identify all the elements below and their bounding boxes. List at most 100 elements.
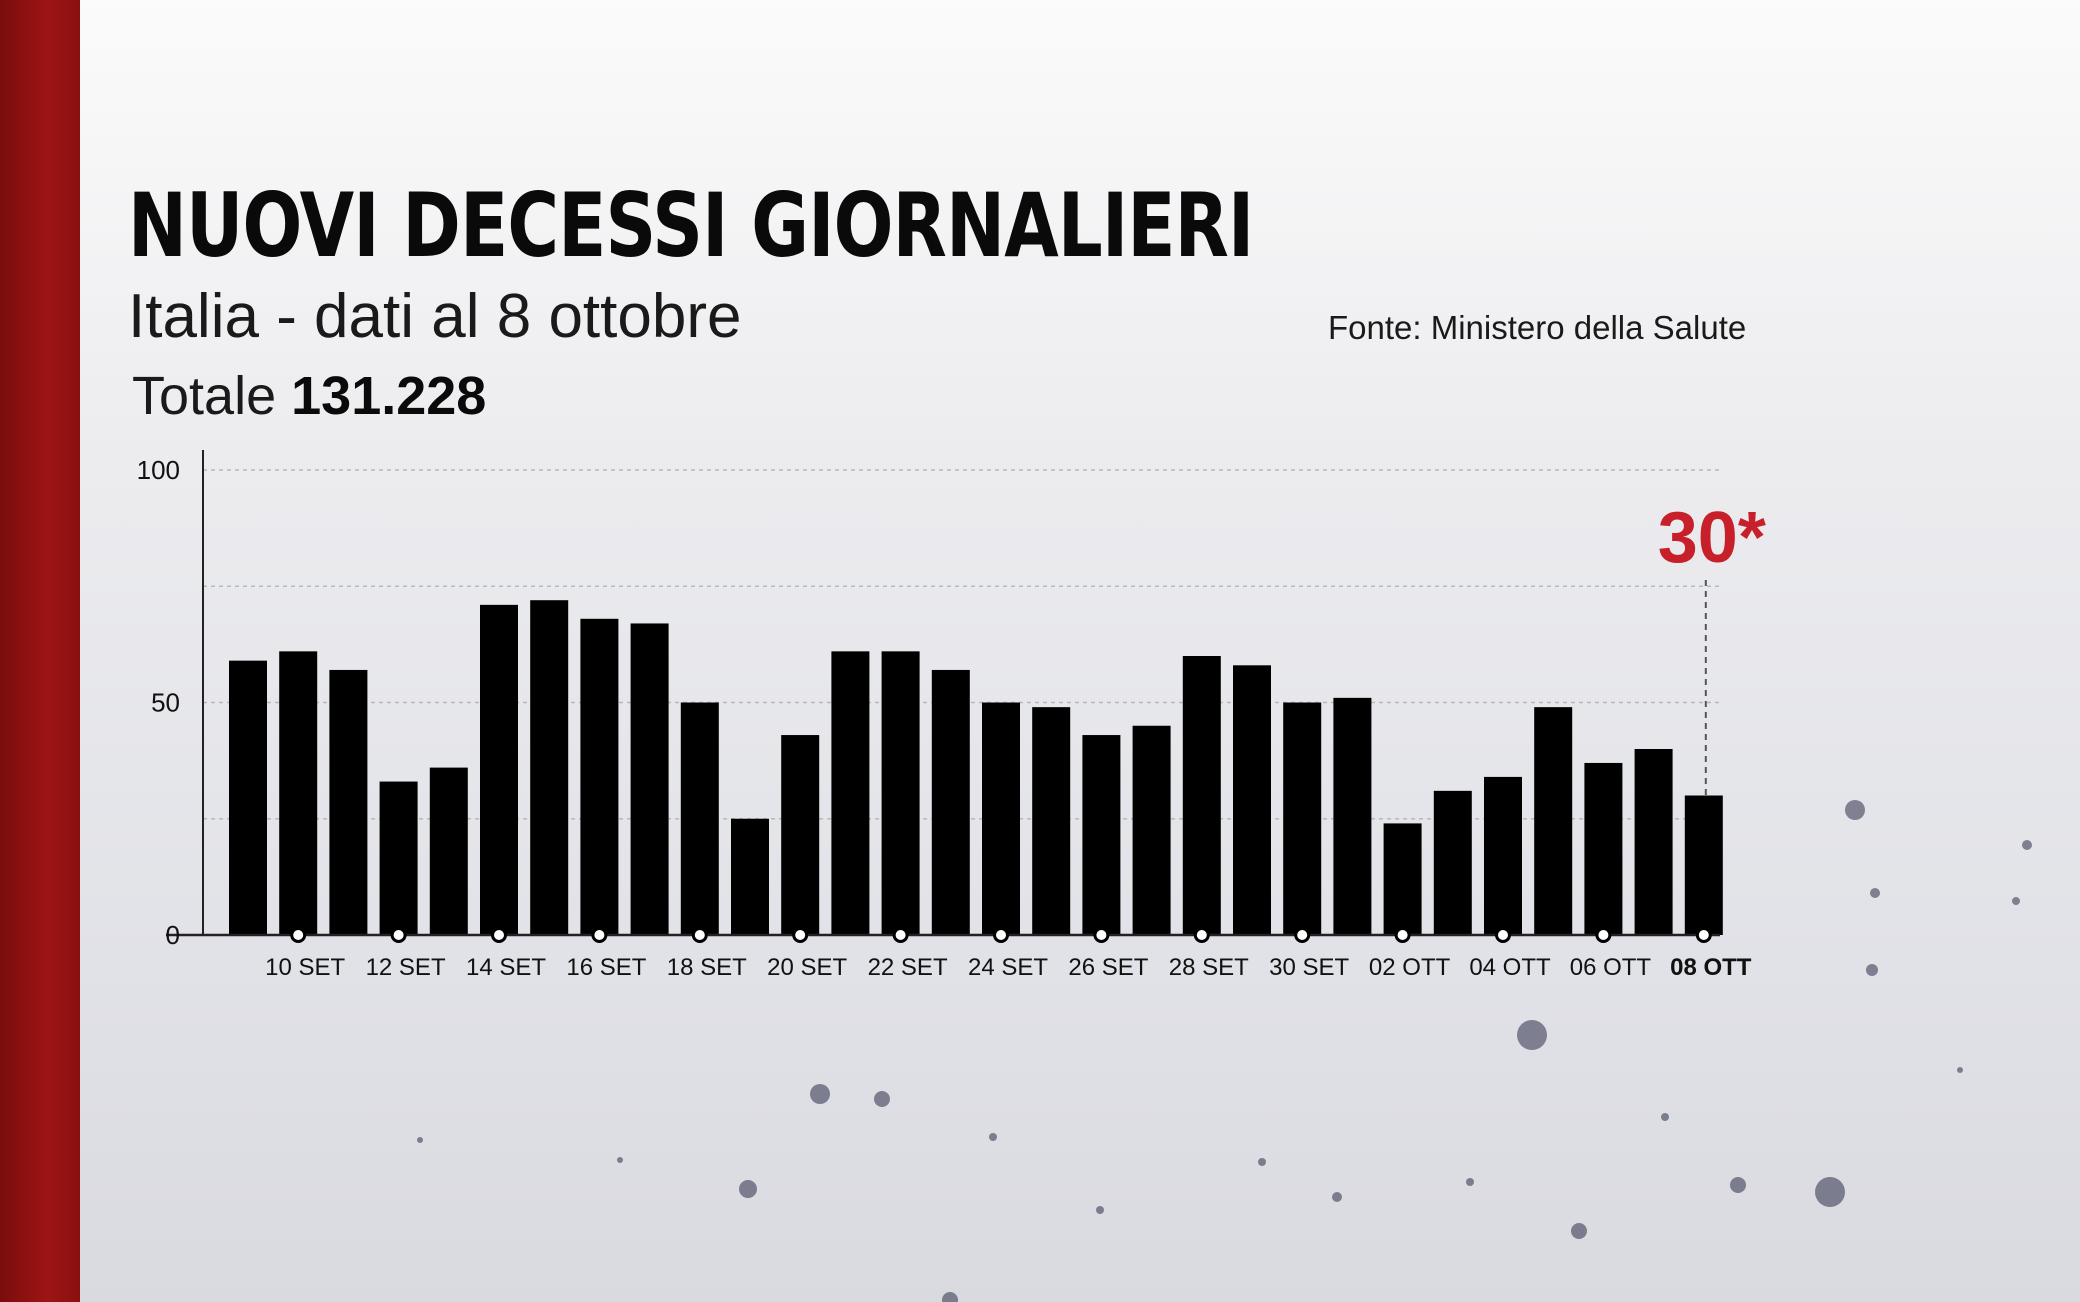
x-tick-marker xyxy=(993,927,1009,943)
background-dot xyxy=(617,1157,623,1163)
background-dot xyxy=(874,1091,890,1107)
x-tick-label: 20 SET xyxy=(767,954,847,981)
bar xyxy=(931,669,970,935)
bar xyxy=(229,660,267,935)
x-tick-marker xyxy=(390,927,407,943)
x-tick-marker xyxy=(1695,927,1712,943)
bar xyxy=(680,702,719,935)
x-tick-marker xyxy=(1595,927,1612,943)
background-dot xyxy=(810,1084,830,1104)
bar xyxy=(1233,665,1271,935)
x-tick-label: 10 SET xyxy=(265,954,345,981)
bar xyxy=(881,651,920,935)
bar xyxy=(1684,795,1723,935)
background-dot xyxy=(1866,964,1878,976)
bar xyxy=(630,623,669,935)
source-note: Fonte: Ministero della Salute xyxy=(1328,309,1747,346)
bar xyxy=(1182,656,1221,935)
bar xyxy=(279,651,318,935)
x-tick-label: 24 SET xyxy=(968,954,1048,981)
x-tick-label: 30 SET xyxy=(1269,954,1349,981)
background-dot xyxy=(989,1133,997,1141)
x-tick-label: 26 SET xyxy=(1068,954,1148,981)
background-dot xyxy=(1730,1177,1746,1193)
x-tick-label: 12 SET xyxy=(366,954,446,981)
bar xyxy=(329,669,368,935)
x-tick-label: 08 OTT xyxy=(1670,954,1752,981)
background-dot xyxy=(1096,1206,1104,1214)
y-tick-label: 50 xyxy=(151,688,180,718)
x-tick-marker xyxy=(1294,927,1311,943)
bar xyxy=(1484,776,1522,935)
bar xyxy=(1132,725,1171,935)
total-value: 131.228 xyxy=(291,366,487,426)
bar xyxy=(1433,790,1472,935)
x-tick-label: 22 SET xyxy=(868,954,948,981)
total-label: Totale xyxy=(132,366,277,426)
background-dot xyxy=(1466,1178,1474,1186)
background-dot xyxy=(1957,1067,1963,1073)
y-tick-label: 0 xyxy=(166,920,180,950)
x-tick-label: 14 SET xyxy=(466,954,546,981)
bar xyxy=(1082,735,1121,935)
x-tick-marker xyxy=(1495,927,1511,943)
x-tick-marker xyxy=(491,927,507,943)
chart-subtitle: Italia - dati al 8 ottobre xyxy=(128,282,742,351)
bar xyxy=(1032,707,1071,935)
bar xyxy=(831,651,870,935)
x-tick-marker xyxy=(1394,927,1411,943)
bar xyxy=(1534,707,1573,935)
background-dot xyxy=(739,1180,757,1198)
bar xyxy=(1634,749,1673,935)
background-dots xyxy=(417,800,2032,1302)
red-side-stripe xyxy=(0,0,80,1302)
bar xyxy=(1584,762,1623,935)
background-dot xyxy=(417,1137,423,1143)
x-tick-label: 02 OTT xyxy=(1369,954,1451,981)
x-tick-marker xyxy=(691,927,708,943)
x-tick-label: 16 SET xyxy=(566,954,646,981)
last-value-callout: 30* xyxy=(1658,498,1766,796)
background-dot xyxy=(1870,888,1880,898)
bar xyxy=(429,767,468,935)
bar xyxy=(480,604,518,935)
bar xyxy=(982,702,1020,935)
bar xyxy=(1333,697,1372,935)
bar xyxy=(1283,702,1322,935)
bar xyxy=(379,781,418,935)
x-tick-marker xyxy=(792,927,809,943)
axes xyxy=(166,450,1720,937)
background-dot xyxy=(1332,1192,1342,1202)
callout-value-label: 30* xyxy=(1658,498,1766,578)
x-tick-marker xyxy=(1193,927,1210,943)
x-tick-marker xyxy=(290,927,307,943)
y-tick-label: 100 xyxy=(137,455,180,485)
background-dot xyxy=(1845,800,1865,820)
y-axis-ticks: 0 50 100 xyxy=(137,455,180,950)
total-deaths: Totale 131.228 xyxy=(132,364,486,428)
x-tick-label: 18 SET xyxy=(667,954,747,981)
x-tick-marker xyxy=(892,927,909,943)
x-tick-label: 28 SET xyxy=(1169,954,1249,981)
x-axis-ticks: 10 SET 12 SET 14 SET 16 SET 18 SET 20 SET 22 S… xyxy=(265,927,1752,981)
bar xyxy=(781,735,820,935)
x-tick-label: 06 OTT xyxy=(1570,954,1652,981)
background-dot xyxy=(1258,1158,1266,1166)
bar xyxy=(731,818,769,935)
chart-title: NUOVI DECESSI GIORNALIERI xyxy=(128,174,1254,277)
background-dot xyxy=(1661,1113,1669,1121)
background-dot xyxy=(1815,1177,1845,1207)
x-tick-marker xyxy=(591,927,608,943)
background-dot xyxy=(1571,1223,1587,1239)
x-tick-label: 04 OTT xyxy=(1469,954,1551,981)
x-tick-marker xyxy=(1093,927,1110,943)
background-dot xyxy=(1517,1020,1547,1050)
bar xyxy=(580,618,619,935)
bar xyxy=(1383,823,1422,935)
background-dot xyxy=(2022,840,2032,850)
bars xyxy=(229,600,1723,935)
background-dot xyxy=(2012,897,2020,905)
bar xyxy=(530,600,569,935)
background-dot xyxy=(942,1292,958,1302)
